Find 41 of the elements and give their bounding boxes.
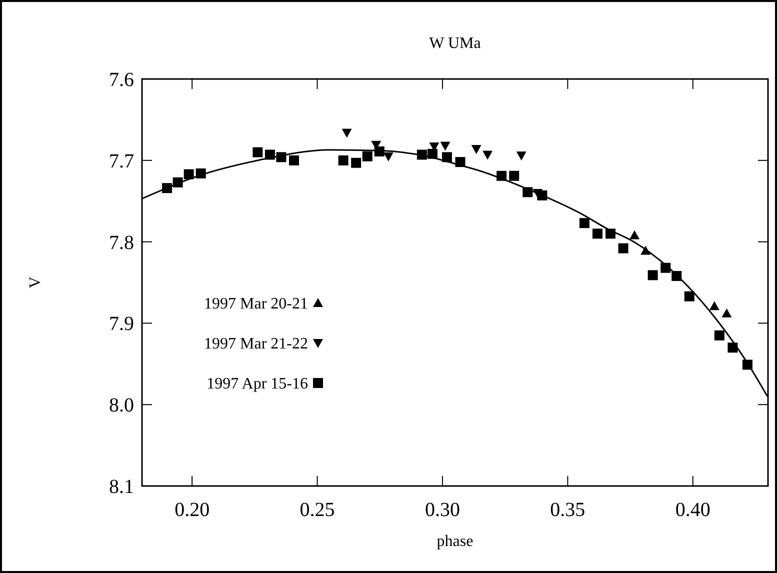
point bbox=[509, 170, 520, 181]
legend-label: 1997 Mar 20-21 bbox=[204, 296, 308, 313]
point bbox=[709, 301, 720, 310]
y-tick-label: 7.9 bbox=[109, 313, 134, 336]
point bbox=[362, 151, 372, 162]
point bbox=[351, 158, 362, 168]
point bbox=[728, 342, 738, 353]
legend-label: 1997 Apr 15-16 bbox=[206, 376, 308, 393]
point bbox=[342, 128, 352, 138]
point bbox=[722, 308, 732, 318]
y-tick-label: 7.8 bbox=[109, 232, 134, 254]
y-tick-label: 8.1 bbox=[109, 476, 134, 498]
x-axis-title: phase bbox=[436, 533, 474, 550]
point bbox=[184, 169, 194, 180]
y-tick-label: 7.6 bbox=[109, 69, 134, 91]
x-tick-label: 0.30 bbox=[424, 499, 460, 521]
x-tick-label: 0.25 bbox=[300, 499, 335, 521]
y-tick-label: 8.0 bbox=[109, 394, 134, 417]
point bbox=[482, 150, 493, 160]
point bbox=[630, 230, 640, 240]
point bbox=[252, 147, 263, 158]
point bbox=[442, 152, 452, 162]
y-axis-title: V bbox=[27, 276, 44, 288]
x-tick-label: 0.35 bbox=[550, 499, 586, 521]
chart-title: W UMa bbox=[429, 35, 481, 52]
point bbox=[648, 270, 658, 280]
x-tick-label: 0.40 bbox=[675, 499, 710, 521]
x-tick-label: 0.20 bbox=[174, 499, 210, 521]
point bbox=[288, 155, 299, 166]
y-tick-label: 7.7 bbox=[109, 150, 134, 172]
point bbox=[383, 152, 394, 162]
point bbox=[516, 152, 526, 161]
point bbox=[579, 218, 590, 228]
point bbox=[592, 228, 602, 239]
point bbox=[471, 145, 482, 154]
point bbox=[684, 291, 694, 302]
point bbox=[714, 330, 724, 340]
legend-label: 1997 Mar 21-22 bbox=[204, 336, 308, 353]
point bbox=[338, 155, 348, 166]
point bbox=[440, 142, 450, 151]
point bbox=[618, 243, 628, 254]
